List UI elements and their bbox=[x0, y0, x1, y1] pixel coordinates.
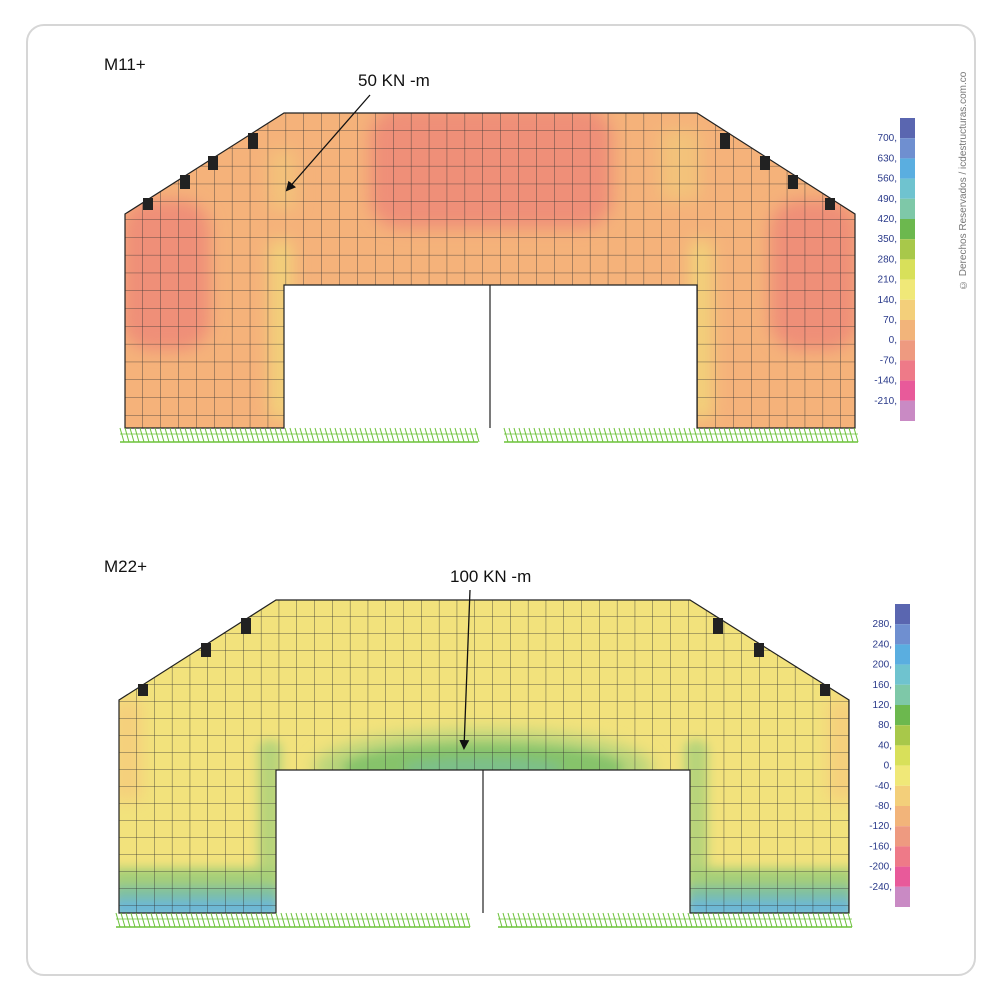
legend-tick-label: -210, bbox=[874, 396, 897, 407]
legend-swatch bbox=[900, 279, 915, 300]
m11-mesh-refinement bbox=[143, 133, 835, 210]
m22-supports bbox=[115, 912, 853, 928]
legend-swatch bbox=[900, 239, 915, 260]
legend-tick-label: 350, bbox=[878, 234, 897, 245]
legend-swatch bbox=[900, 380, 915, 401]
legend-swatch bbox=[900, 299, 915, 320]
legend-tick-label: 0, bbox=[884, 761, 892, 772]
legend-tick-label: -40, bbox=[875, 781, 892, 792]
legend-swatch bbox=[895, 785, 910, 806]
legend-tick-label: 240, bbox=[873, 639, 892, 650]
legend-tick-label: -80, bbox=[875, 801, 892, 812]
legend-tick-label: -160, bbox=[869, 841, 892, 852]
legend-swatch bbox=[900, 340, 915, 361]
legend-swatch bbox=[900, 400, 915, 421]
legend-tick-label: -200, bbox=[869, 862, 892, 873]
legend-tick-label: 200, bbox=[873, 660, 892, 671]
m22-mesh-refinement bbox=[138, 618, 830, 696]
panel-m11: M11+ bbox=[104, 55, 915, 443]
legend-swatch bbox=[895, 866, 910, 887]
legend-swatch bbox=[900, 219, 915, 240]
legend-swatch bbox=[895, 806, 910, 827]
legend-tick-label: 120, bbox=[873, 700, 892, 711]
legend-tick-label: 210, bbox=[878, 275, 897, 286]
legend-tick-label: 280, bbox=[873, 619, 892, 630]
legend-swatch bbox=[895, 604, 910, 625]
legend-swatch bbox=[900, 178, 915, 199]
legend-swatch bbox=[895, 725, 910, 746]
legend-tick-label: 140, bbox=[878, 295, 897, 306]
legend-swatch bbox=[900, 259, 915, 280]
panel-m11-title: M11+ bbox=[104, 55, 146, 74]
panel-m22-title: M22+ bbox=[104, 557, 147, 576]
legend-swatch bbox=[900, 360, 915, 381]
panel-m22-annotation: 100 KN -m bbox=[450, 567, 531, 586]
legend-tick-label: -240, bbox=[869, 882, 892, 893]
legend-swatch bbox=[900, 138, 915, 159]
m11-supports bbox=[119, 427, 859, 443]
legend-tick-label: -140, bbox=[874, 376, 897, 387]
legend-tick-label: 280, bbox=[878, 254, 897, 265]
legend-swatch bbox=[895, 886, 910, 907]
legend-swatch bbox=[895, 684, 910, 705]
legend-swatch bbox=[900, 118, 915, 139]
legend-swatch bbox=[900, 198, 915, 219]
legend-tick-label: 160, bbox=[873, 680, 892, 691]
legend-swatch bbox=[895, 644, 910, 665]
legend-tick-label: 0, bbox=[889, 335, 897, 346]
legend-swatch bbox=[900, 320, 915, 341]
legend-tick-label: 700, bbox=[878, 133, 897, 144]
m22-legend: 280, 240, 200, 160, 120, 80, 40, 0, -40, -80, -120… bbox=[869, 604, 910, 907]
legend-swatch bbox=[895, 846, 910, 867]
m11-annotation-arrow bbox=[285, 94, 371, 192]
legend-swatch bbox=[895, 826, 910, 847]
legend-swatch bbox=[900, 158, 915, 179]
legend-tick-label: -70, bbox=[880, 355, 897, 366]
legend-swatch bbox=[895, 664, 910, 685]
legend-tick-label: 40, bbox=[878, 740, 892, 751]
legend-tick-label: 70, bbox=[883, 315, 897, 326]
legend-tick-label: 560, bbox=[878, 174, 897, 185]
legend-tick-label: 80, bbox=[878, 720, 892, 731]
legend-tick-label: -120, bbox=[869, 821, 892, 832]
legend-swatch bbox=[895, 624, 910, 645]
panel-m11-annotation: 50 KN -m bbox=[358, 71, 430, 90]
m11-legend: 700, 630, 560, 490, 420, 350, 280, 210, 140, 70, 0… bbox=[874, 118, 915, 421]
m22-contour-field bbox=[119, 600, 849, 913]
legend-tick-label: 420, bbox=[878, 214, 897, 225]
m22-annotation-arrow bbox=[459, 589, 471, 750]
legend-tick-label: 630, bbox=[878, 153, 897, 164]
legend-swatch bbox=[895, 705, 910, 726]
legend-tick-label: 490, bbox=[878, 194, 897, 205]
legend-swatch bbox=[895, 765, 910, 786]
legend-swatch bbox=[895, 745, 910, 766]
panel-m22: M22+ bbox=[104, 557, 910, 928]
